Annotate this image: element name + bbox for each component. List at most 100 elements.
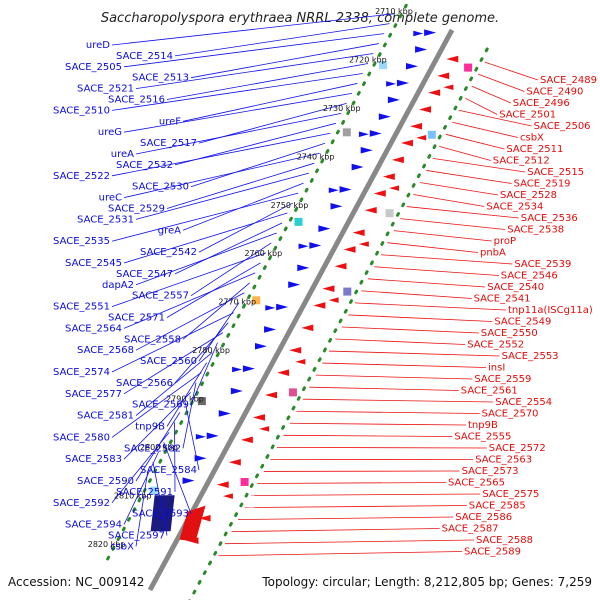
forward-gene-icon — [182, 477, 195, 484]
accession-text: Accession: NC_009142 — [8, 575, 144, 589]
kbp-tick-label: 2820 kbp — [88, 540, 126, 549]
left-gene-label: SACE_2590 — [77, 476, 134, 487]
leader-line — [166, 63, 369, 100]
leader-line — [406, 206, 519, 219]
leader-line — [174, 322, 229, 384]
left-gene-label: greA — [158, 225, 181, 236]
reverse-gene-icon — [364, 206, 377, 214]
leader-line — [484, 61, 539, 81]
reverse-gene-icon — [410, 122, 423, 130]
leader-line — [166, 162, 315, 209]
feature-block — [342, 128, 351, 137]
right-gene-label: insI — [488, 363, 505, 374]
leader-line — [465, 97, 498, 115]
leader-line — [426, 170, 512, 184]
right-gene-label: SACE_2511 — [506, 144, 563, 155]
leader-line — [374, 266, 499, 276]
kbp-tick-label: 2810 kbp — [114, 491, 152, 500]
left-gene-label: ureF — [159, 116, 181, 127]
leader-line — [478, 73, 525, 92]
forward-gene-icon — [351, 163, 364, 171]
left-gene-label: SACE_2513 — [132, 73, 189, 84]
leader-line — [111, 132, 331, 177]
right-gene-label: SACE_2490 — [526, 87, 583, 98]
reverse-gene-icon — [222, 493, 233, 499]
reverse-gene-icon — [295, 358, 306, 365]
left-gene-label: SACE_2593 — [132, 509, 189, 520]
kbp-tick-label: 2750 kbp — [271, 201, 309, 210]
leader-line — [182, 382, 197, 449]
leader-line — [361, 290, 472, 299]
right-gene-label: SACE_2587 — [442, 524, 499, 535]
leader-line — [198, 202, 293, 253]
leader-line — [190, 43, 379, 79]
reverse-gene-icon — [416, 134, 427, 141]
leader-line — [123, 152, 320, 198]
right-gene-label: csbX — [520, 133, 544, 144]
leader-line — [111, 252, 267, 307]
leader-line — [123, 212, 288, 264]
reverse-gene-icon — [259, 426, 270, 432]
left-gene-label: SACE_2545 — [65, 258, 122, 269]
label-leaders — [111, 13, 539, 557]
left-gene-label: ureD — [86, 40, 110, 51]
leader-line — [367, 278, 486, 288]
forward-gene-icon — [396, 79, 409, 87]
leader-line — [174, 23, 390, 57]
leader-line — [400, 218, 506, 230]
reverse-gene-icon — [358, 241, 369, 247]
reverse-gene-icon — [277, 369, 290, 376]
leader-line — [135, 352, 213, 416]
right-gene-label: SACE_2496 — [513, 98, 570, 109]
forward-gene-icon — [206, 432, 219, 440]
leader-line — [224, 539, 475, 545]
leader-line — [231, 528, 440, 533]
reverse-gene-icon — [400, 139, 413, 147]
feature-block — [149, 486, 158, 495]
left-gene-label: SACE_2560 — [140, 356, 197, 367]
left-gene-label: SACE_2521 — [77, 84, 134, 95]
left-gene-label: SACE_2517 — [140, 138, 197, 149]
leader-line — [198, 302, 240, 362]
right-gene-label: SACE_2549 — [494, 317, 551, 328]
left-gene-label: SACE_2582 — [124, 443, 181, 454]
right-gene-label: SACE_2538 — [507, 225, 564, 236]
right-gene-label: SACE_2555 — [454, 432, 511, 443]
leader-line — [123, 392, 191, 460]
reverse-gene-icon — [198, 514, 211, 522]
forward-gene-icon — [298, 243, 309, 250]
right-gene-label: SACE_2585 — [469, 501, 526, 512]
forward-gene-icon — [386, 81, 397, 87]
left-gene-label: ureC — [99, 193, 122, 204]
reverse-gene-icon — [419, 106, 432, 113]
leader-line — [111, 432, 170, 504]
reverse-gene-icon — [391, 156, 404, 164]
right-gene-label: SACE_2539 — [514, 259, 571, 270]
forward-gene-icon — [297, 264, 310, 272]
reverse-gene-icon — [265, 391, 278, 399]
leader-line — [111, 372, 202, 438]
leader-line — [184, 402, 200, 471]
reverse-gene-icon — [252, 414, 265, 421]
reverse-gene-icon — [373, 190, 386, 197]
leader-line — [135, 112, 342, 155]
leader-line — [315, 374, 473, 380]
leader-line — [348, 314, 493, 322]
leader-line — [413, 194, 485, 207]
leader-line — [432, 158, 526, 173]
leader-line — [328, 350, 500, 357]
left-gene-label: SACE_2597 — [108, 531, 165, 542]
reverse-gene-icon — [301, 324, 314, 332]
leader-line — [471, 85, 511, 104]
forward-gene-icon — [360, 146, 373, 154]
leader-line — [135, 232, 277, 286]
left-gene-label: SACE_2591 — [116, 487, 173, 498]
leader-line — [111, 312, 234, 373]
right-gene-label: SACE_2572 — [489, 443, 546, 454]
right-gene-label: SACE_2515 — [527, 167, 584, 178]
leader-line — [283, 434, 453, 437]
leader-line — [123, 93, 352, 133]
right-gene-label: tnp11a(ISCg11a) — [508, 305, 593, 316]
leader-line — [257, 482, 447, 484]
left-gene-label: SACE_2568 — [77, 345, 134, 356]
